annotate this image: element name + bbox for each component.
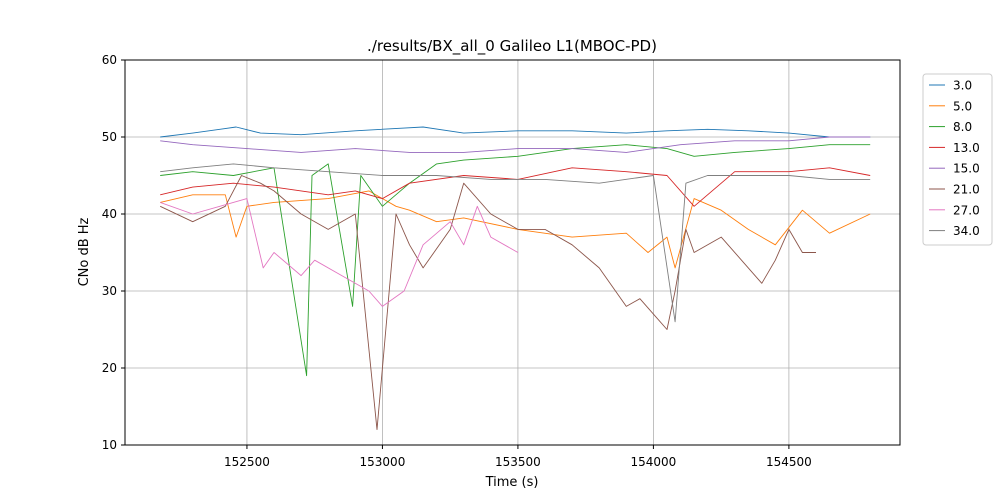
x-tick-label: 154000 (631, 455, 677, 469)
series-line-34.0 (160, 163, 871, 323)
y-tick-label: 50 (102, 130, 117, 144)
series-line-15.0 (160, 136, 871, 153)
chart-title: ./results/BX_all_0 Galileo L1(MBOC-PD) (367, 37, 657, 56)
legend: 3.0 5.0 8.0 13.0 15.0 21.0 27.0 34.0 (922, 73, 993, 246)
legend-label: 21.0 (953, 183, 980, 197)
legend-label: 27.0 (953, 203, 980, 217)
y-tick-label: 30 (102, 284, 117, 298)
x-tick-label: 154500 (766, 455, 812, 469)
x-axis-label: Time (s) (485, 475, 539, 490)
y-tick-label: 20 (102, 361, 117, 375)
y-tick-label: 10 (102, 438, 117, 452)
legend-label: 8.0 (953, 120, 972, 134)
plot-frame (124, 59, 901, 446)
series-line-5.0 (160, 190, 871, 269)
legend-label: 15.0 (953, 162, 980, 176)
x-tick-label: 153000 (360, 455, 406, 469)
x-axis: 152500 153000 153500 154000 154500 (224, 445, 812, 469)
series-line-3.0 (160, 126, 871, 138)
y-axis-label: CNo dB Hz (77, 217, 92, 286)
y-tick-label: 60 (102, 53, 117, 67)
y-tick-label: 40 (102, 207, 117, 221)
legend-label: 34.0 (953, 224, 980, 238)
x-tick-label: 153500 (495, 455, 541, 469)
legend-label: 3.0 (953, 79, 972, 93)
y-axis: 10 20 30 40 50 60 (102, 53, 125, 452)
plot-area (160, 126, 871, 431)
grid (125, 59, 900, 446)
legend-label: 5.0 (953, 99, 972, 113)
legend-label: 13.0 (953, 141, 980, 155)
x-tick-label: 152500 (224, 455, 270, 469)
series-line-27.0 (160, 198, 519, 307)
series-line-13.0 (160, 167, 871, 207)
series-line-21.0 (160, 175, 816, 431)
legend-box (922, 73, 993, 246)
series-line-8.0 (160, 144, 871, 377)
